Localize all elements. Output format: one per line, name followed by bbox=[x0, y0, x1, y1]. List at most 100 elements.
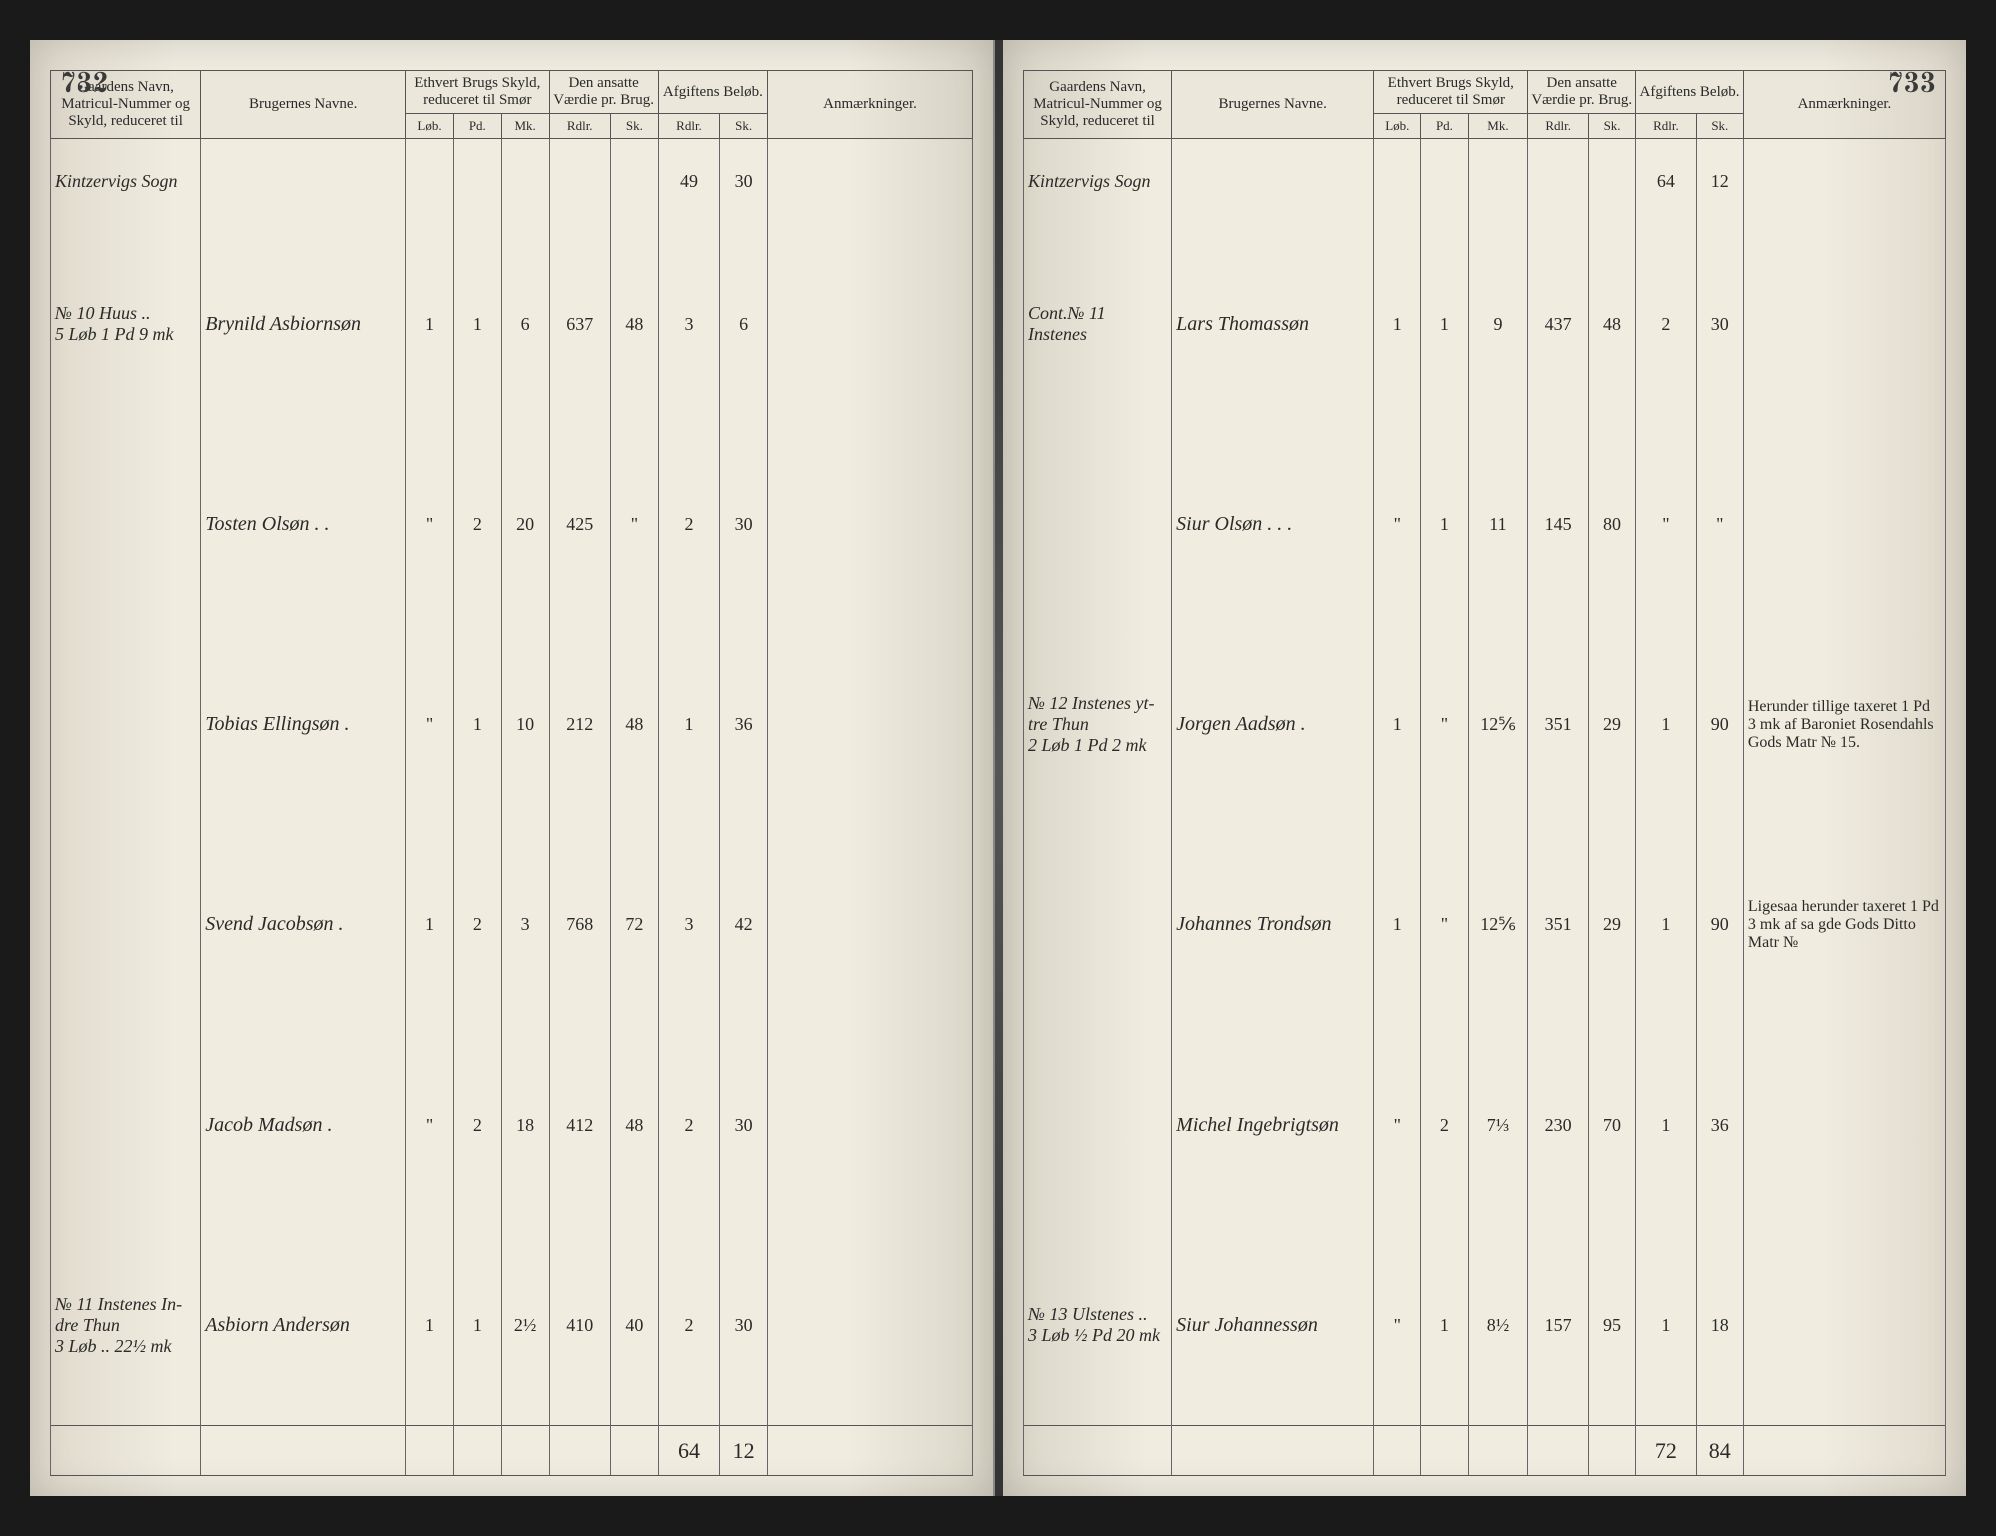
cell: № 12 Instenes yt-tre Thun 2 Løb 1 Pd 2 m… bbox=[1024, 625, 1172, 825]
cell: 70 bbox=[1588, 1025, 1635, 1225]
cell bbox=[1743, 424, 1945, 624]
ledger-book: 732 Gaardens Navn, Matricul-Nummer og Sk… bbox=[0, 0, 1996, 1536]
th-gaard-r: Gaardens Navn, Matricul-Nummer og Skyld,… bbox=[1024, 71, 1172, 139]
cell: Siur Olsøn . . . bbox=[1172, 424, 1374, 624]
cell bbox=[768, 1025, 973, 1225]
cell: 145 bbox=[1528, 424, 1589, 624]
cell: Cont.№ 11 Instenes bbox=[1024, 224, 1172, 424]
cell bbox=[1743, 224, 1945, 424]
cell: 36 bbox=[1696, 1025, 1743, 1225]
cell: № 13 Ulstenes .. 3 Løb ½ Pd 20 mk bbox=[1024, 1225, 1172, 1425]
cell: 18 bbox=[501, 1025, 549, 1225]
cell: Lars Thomassøn bbox=[1172, 224, 1374, 424]
cell: 30 bbox=[720, 424, 768, 624]
cell: 351 bbox=[1528, 825, 1589, 1025]
cell: Jorgen Aadsøn . bbox=[1172, 625, 1374, 825]
cell: 1 bbox=[453, 224, 501, 424]
cell: № 11 Instenes In-dre Thun 3 Løb .. 22½ m… bbox=[51, 1225, 201, 1425]
th-sk1: Sk. bbox=[610, 114, 658, 139]
th-skyld-r: Ethvert Brugs Skyld, reduceret til Smør bbox=[1374, 71, 1528, 114]
page-right: 733 Gaardens Navn, Matricul-Nummer og Sk… bbox=[1003, 40, 1966, 1496]
cell: 2 bbox=[453, 424, 501, 624]
cell: 29 bbox=[1588, 625, 1635, 825]
cell: 2 bbox=[658, 1025, 719, 1225]
cell: Brynild Asbiornsøn bbox=[201, 224, 406, 424]
cell: " bbox=[406, 1025, 454, 1225]
cell: 2 bbox=[453, 825, 501, 1025]
th-bruger: Brugernes Navne. bbox=[201, 71, 406, 139]
cell bbox=[1024, 424, 1172, 624]
cell: " bbox=[1696, 424, 1743, 624]
table-row: Jacob Madsøn ."21841248230 bbox=[51, 1025, 973, 1225]
cell bbox=[768, 825, 973, 1025]
cell: 437 bbox=[1528, 224, 1589, 424]
page-number-right: 733 bbox=[1887, 68, 1936, 103]
cell: Johannes Trondsøn bbox=[1172, 825, 1374, 1025]
cell: 48 bbox=[610, 1025, 658, 1225]
th-bruger-r: Brugernes Navne. bbox=[1172, 71, 1374, 139]
cell: 9 bbox=[1468, 224, 1528, 424]
cell: Tosten Olsøn . . bbox=[201, 424, 406, 624]
cell: 12⅚ bbox=[1468, 825, 1528, 1025]
cell bbox=[51, 424, 201, 624]
table-row: Siur Olsøn . . ."11114580"" bbox=[1024, 424, 1946, 624]
cell: 72 bbox=[610, 825, 658, 1025]
cell: " bbox=[1374, 1025, 1421, 1225]
cell: 768 bbox=[549, 825, 610, 1025]
sum-rdlr-right: 72 bbox=[1636, 1426, 1697, 1476]
sum-rdlr-left: 64 bbox=[658, 1426, 719, 1476]
th-mk: Mk. bbox=[501, 114, 549, 139]
sum-sk-right: 84 bbox=[1696, 1426, 1743, 1476]
table-row: Johannes Trondsøn1"12⅚35129190Ligesaa he… bbox=[1024, 825, 1946, 1025]
cell bbox=[1743, 1025, 1945, 1225]
th-vaerdie: Den ansatte Værdie pr. Brug. bbox=[549, 71, 658, 114]
th-pd: Pd. bbox=[453, 114, 501, 139]
cell: 410 bbox=[549, 1225, 610, 1425]
cell: 425 bbox=[549, 424, 610, 624]
cell: 412 bbox=[549, 1025, 610, 1225]
cell: 3 bbox=[501, 825, 549, 1025]
cell: Svend Jacobsøn . bbox=[201, 825, 406, 1025]
cell: " bbox=[406, 625, 454, 825]
page-left: 732 Gaardens Navn, Matricul-Nummer og Sk… bbox=[30, 40, 995, 1496]
cell: Asbiorn Andersøn bbox=[201, 1225, 406, 1425]
cell: Herunder tillige taxeret 1 Pd 3 mk af Ba… bbox=[1743, 625, 1945, 825]
cell: 30 bbox=[720, 1225, 768, 1425]
table-row: № 12 Instenes yt-tre Thun 2 Løb 1 Pd 2 m… bbox=[1024, 625, 1946, 825]
cell: 11 bbox=[1468, 424, 1528, 624]
cell: 1 bbox=[453, 1225, 501, 1425]
table-row: № 11 Instenes In-dre Thun 3 Løb .. 22½ m… bbox=[51, 1225, 973, 1425]
cell: 2½ bbox=[501, 1225, 549, 1425]
cell: Michel Ingebrigtsøn bbox=[1172, 1025, 1374, 1225]
cell bbox=[51, 1025, 201, 1225]
cell: 36 bbox=[720, 625, 768, 825]
cell: 12⅚ bbox=[1468, 625, 1528, 825]
cell: 637 bbox=[549, 224, 610, 424]
cell bbox=[768, 424, 973, 624]
table-row: Svend Jacobsøn .12376872342 bbox=[51, 825, 973, 1025]
cell: 2 bbox=[453, 1025, 501, 1225]
table-row: № 10 Huus .. 5 Løb 1 Pd 9 mkBrynild Asbi… bbox=[51, 224, 973, 424]
cell bbox=[768, 625, 973, 825]
cell bbox=[1743, 1225, 1945, 1425]
table-row: Michel Ingebrigtsøn"27⅓23070136 bbox=[1024, 1025, 1946, 1225]
cell: 1 bbox=[1374, 625, 1421, 825]
cell: Siur Johannessøn bbox=[1172, 1225, 1374, 1425]
th-afgift-r: Afgiftens Beløb. bbox=[1636, 71, 1744, 114]
ledger-table-right: Gaardens Navn, Matricul-Nummer og Skyld,… bbox=[1023, 70, 1946, 1476]
carry-rdlr-right: 64 bbox=[1636, 139, 1697, 225]
th-anm: Anmærkninger. bbox=[768, 71, 973, 139]
table-row: Tosten Olsøn . ."220425"230 bbox=[51, 424, 973, 624]
cell: 42 bbox=[720, 825, 768, 1025]
cell: 80 bbox=[1588, 424, 1635, 624]
cell: Tobias Ellingsøn . bbox=[201, 625, 406, 825]
cell: 157 bbox=[1528, 1225, 1589, 1425]
table-row: Cont.№ 11 InstenesLars Thomassøn11943748… bbox=[1024, 224, 1946, 424]
cell: " bbox=[406, 424, 454, 624]
cell: 1 bbox=[1421, 224, 1468, 424]
table-row: Tobias Ellingsøn ."11021248136 bbox=[51, 625, 973, 825]
cell: 40 bbox=[610, 1225, 658, 1425]
cell: 351 bbox=[1528, 625, 1589, 825]
cell: 1 bbox=[658, 625, 719, 825]
cell: 1 bbox=[1636, 625, 1697, 825]
